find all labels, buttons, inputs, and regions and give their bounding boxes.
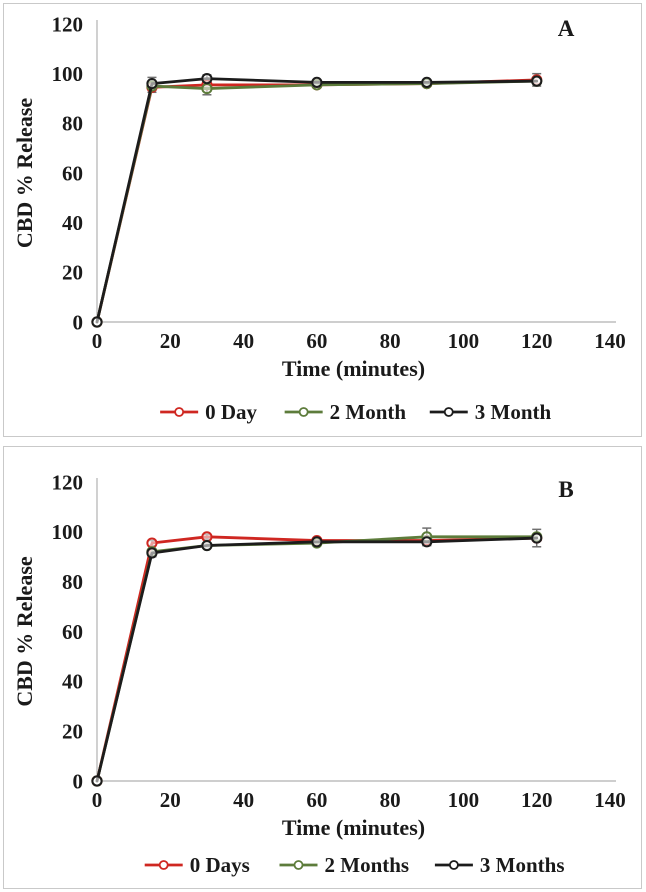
x-axis-label: Time (minutes) <box>282 815 425 840</box>
legend-item: 0 Days <box>144 853 250 877</box>
y-tick-label: 0 <box>73 310 84 334</box>
legend-circle-marker <box>448 860 459 870</box>
y-tick-label: 100 <box>52 520 84 544</box>
y-tick-label: 40 <box>62 211 83 235</box>
x-tick-label: 140 <box>594 329 626 353</box>
data-point-marker <box>146 78 158 90</box>
data-point-marker <box>201 539 213 552</box>
series-0-day <box>91 74 543 328</box>
series-3-months <box>91 532 543 787</box>
x-tick-labels: 0 20 40 60 80 100 120 140 <box>92 788 626 812</box>
axes <box>95 20 616 323</box>
data-point-marker <box>531 532 543 544</box>
series-2-months <box>91 531 543 787</box>
y-tick-label: 20 <box>62 720 83 744</box>
data-point-marker <box>311 536 323 548</box>
x-tick-label: 60 <box>306 788 327 812</box>
legend-item: 3 Months <box>434 853 565 877</box>
y-tick-label: 80 <box>62 570 83 594</box>
y-tick-label: 80 <box>62 112 83 136</box>
panel-a: 0 20 40 60 80 100 120 0 20 40 60 80 100 120 140 Time (m… <box>3 3 642 437</box>
x-tick-label: 40 <box>233 788 254 812</box>
x-tick-label: 0 <box>92 788 103 812</box>
legend-item: 2 Month <box>284 400 407 424</box>
legend-label: 2 Month <box>330 400 407 424</box>
y-tick-label: 120 <box>52 470 84 494</box>
y-tick-label: 0 <box>73 769 84 793</box>
data-point-marker <box>201 73 213 85</box>
legend: 0 Days 2 Months 3 Months <box>144 853 565 877</box>
panel-letter: A <box>558 16 575 41</box>
x-tick-label: 20 <box>160 788 181 812</box>
y-axis-label: CBD % Release <box>12 556 37 707</box>
y-tick-label: 60 <box>62 620 83 644</box>
x-tick-label: 140 <box>594 788 626 812</box>
legend-label: 0 Day <box>205 400 257 424</box>
x-tick-label: 100 <box>448 788 480 812</box>
x-tick-label: 40 <box>233 329 254 353</box>
data-point-marker <box>421 76 433 88</box>
series-0-days <box>91 531 543 787</box>
y-tick-label: 100 <box>52 62 84 86</box>
chart-b-svg: 0 20 40 60 80 100 120 0 20 40 60 80 100 120 140 Time (m… <box>12 470 626 877</box>
series-3-month <box>91 73 543 328</box>
legend-circle-marker <box>298 407 309 417</box>
data-point-marker <box>421 536 433 548</box>
data-point-marker <box>311 76 323 88</box>
legend-label: 0 Days <box>190 853 250 877</box>
y-tick-label: 20 <box>62 261 83 285</box>
legend-label: 3 Month <box>475 400 552 424</box>
x-tick-label: 60 <box>306 329 327 353</box>
series-2-month <box>91 75 543 328</box>
x-tick-label: 120 <box>521 329 553 353</box>
y-tick-labels: 0 20 40 60 80 100 120 <box>52 470 84 793</box>
y-tick-label: 120 <box>52 12 84 36</box>
x-tick-label: 100 <box>448 329 480 353</box>
y-tick-label: 40 <box>62 670 83 694</box>
x-tick-label: 20 <box>160 329 181 353</box>
x-axis-label: Time (minutes) <box>282 356 425 381</box>
panel-letter: B <box>558 477 573 502</box>
legend-item: 3 Month <box>429 400 552 424</box>
x-tick-label: 0 <box>92 329 103 353</box>
y-axis-label: CBD % Release <box>12 98 37 249</box>
data-point-marker <box>91 775 103 787</box>
legend-label: 3 Months <box>480 853 565 877</box>
legend-item: 2 Months <box>279 853 410 877</box>
x-tick-labels: 0 20 40 60 80 100 120 140 <box>92 329 626 353</box>
chart-a-svg: 0 20 40 60 80 100 120 0 20 40 60 80 100 120 140 Time (m… <box>12 12 626 424</box>
data-point-marker <box>146 547 158 559</box>
y-tick-label: 60 <box>62 161 83 185</box>
legend-label: 2 Months <box>325 853 410 877</box>
legend-circle-marker <box>443 407 454 417</box>
data-point-marker <box>201 82 213 95</box>
legend-item: 0 Day <box>160 400 258 424</box>
x-tick-label: 80 <box>380 329 401 353</box>
legend-circle-marker <box>174 407 185 417</box>
y-tick-labels: 0 20 40 60 80 100 120 <box>52 12 84 334</box>
legend-circle-marker <box>158 860 169 870</box>
legend: 0 Day 2 Month 3 Month <box>160 400 551 424</box>
legend-circle-marker <box>293 860 304 870</box>
x-tick-label: 120 <box>521 788 553 812</box>
data-point-marker <box>91 316 103 328</box>
axes <box>95 478 616 782</box>
x-tick-label: 80 <box>380 788 401 812</box>
panel-b: 0 20 40 60 80 100 120 0 20 40 60 80 100 120 140 Time (m… <box>3 446 642 889</box>
data-point-marker <box>531 75 543 87</box>
